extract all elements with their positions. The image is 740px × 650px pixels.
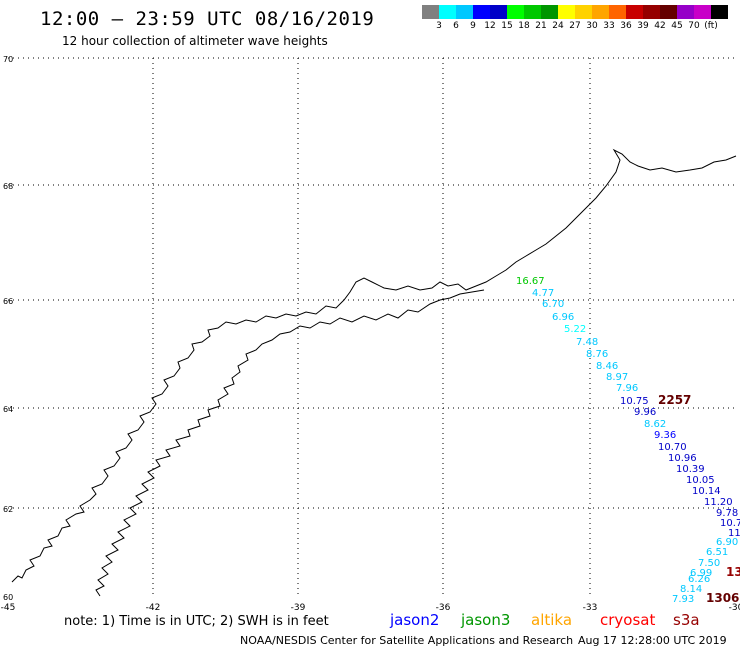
scale-label: 24 — [552, 21, 564, 31]
scale-swatch — [643, 5, 660, 19]
scale-label: 6 — [453, 21, 459, 31]
satellite-legend-jason2: jason2 — [390, 611, 440, 629]
wave-height-label: 6.90 — [716, 537, 738, 548]
wave-height-label: 6.70 — [542, 299, 564, 310]
scale-swatch — [558, 5, 575, 19]
wave-height-label: 6.96 — [552, 312, 574, 323]
scale-label: 9 — [470, 21, 476, 31]
wave-height-label: 9.36 — [654, 430, 676, 441]
wave-height-label: 16.67 — [516, 276, 545, 287]
latitude-tick-label: 70 — [3, 55, 13, 64]
scale-swatch — [592, 5, 609, 19]
wave-height-label: 10.96 — [668, 453, 697, 464]
wave-height-label: 7.48 — [576, 337, 598, 348]
scale-swatch — [626, 5, 643, 19]
wave-height-label: 7.50 — [698, 558, 720, 569]
wave-height-label: 10.75 — [620, 396, 649, 407]
latitude-tick-label: 64 — [3, 405, 13, 414]
wave-height-color-scale — [422, 5, 728, 19]
scale-swatch — [677, 5, 694, 19]
wave-height-label: 2257 — [658, 393, 691, 407]
scale-swatch — [422, 5, 439, 19]
wave-height-label: 8.62 — [644, 419, 666, 430]
scale-label: 3 — [436, 21, 442, 31]
scale-label: 12 — [484, 21, 496, 31]
scale-label: 30 — [586, 21, 598, 31]
lat-lon-grid — [8, 57, 736, 598]
scale-swatch — [694, 5, 711, 19]
longitude-tick-label: -42 — [146, 603, 161, 613]
wave-height-label: 7.96 — [616, 383, 638, 394]
scale-swatch — [575, 5, 592, 19]
scale-label: 15 — [501, 21, 513, 31]
wave-height-label: 5.22 — [564, 324, 586, 335]
satellite-legend-altika: altika — [531, 611, 573, 629]
wave-height-label: 9.78 — [716, 508, 738, 519]
note-text: note: 1) Time is in UTC; 2) SWH is in fe… — [64, 614, 329, 629]
greenland-coastline — [11, 148, 737, 583]
wave-height-label: 10.7 — [720, 518, 740, 529]
latitude-tick-label: 66 — [3, 297, 13, 306]
wave-height-label: 10.70 — [658, 442, 687, 453]
wave-height-label: 8.76 — [586, 349, 608, 360]
scale-swatch — [711, 5, 728, 19]
scale-swatch — [660, 5, 677, 19]
wave-height-label: 7.93 — [672, 594, 694, 605]
longitude-tick-label: -36 — [436, 603, 451, 613]
coastline-fjord-detail — [95, 289, 485, 597]
axis-ticks: -45 -42 -39 -36 -33 -30 70 68 66 64 62 60 — [1, 55, 740, 613]
scale-swatch — [439, 5, 456, 19]
scale-label: 70 — [688, 21, 700, 31]
wave-height-label: 13 — [726, 565, 740, 579]
scale-label: 21 — [535, 21, 547, 31]
wave-height-labels: 16.674.776.706.965.227.488.768.468.977.9… — [516, 276, 740, 605]
footer-credit: NOAA/NESDIS Center for Satellite Applica… — [240, 634, 574, 647]
wave-height-label: 10.14 — [692, 486, 721, 497]
latitude-tick-label: 68 — [3, 182, 13, 191]
wave-height-label: 8.46 — [596, 361, 618, 372]
latitude-tick-label: 62 — [3, 505, 13, 514]
scale-label: (ft) — [704, 21, 718, 31]
scale-label: 42 — [654, 21, 666, 31]
scale-swatch — [541, 5, 558, 19]
wave-height-label: 6.99 — [690, 568, 712, 579]
wave-height-label: 10.05 — [686, 475, 715, 486]
scale-swatch — [524, 5, 541, 19]
scale-swatch — [456, 5, 473, 19]
satellite-legend-cryosat: cryosat — [600, 611, 656, 629]
scale-label: 36 — [620, 21, 632, 31]
satellite-legend-jason3: jason3 — [461, 611, 511, 629]
scale-label: 39 — [637, 21, 649, 31]
wave-height-label: 8.14 — [680, 584, 702, 595]
scale-label: 27 — [569, 21, 581, 31]
scale-swatch — [609, 5, 626, 19]
footer-timestamp: Aug 17 12:28:00 UTC 2019 — [578, 634, 727, 647]
wave-height-label: 11.20 — [704, 497, 733, 508]
longitude-tick-label: -33 — [583, 603, 598, 613]
wave-height-label: 10.39 — [676, 464, 705, 475]
wave-height-label: 11 — [728, 528, 740, 539]
wave-height-label: 6.26 — [688, 574, 710, 585]
wave-height-label: 1306 — [706, 591, 739, 605]
page-title: 12:00 – 23:59 UTC 08/16/2019 — [40, 8, 375, 30]
wave-height-label: 9.96 — [634, 407, 656, 418]
page-subtitle: 12 hour collection of altimeter wave hei… — [62, 34, 328, 48]
wave-height-label: 4.77 — [532, 288, 554, 299]
scale-label: 18 — [518, 21, 530, 31]
scale-swatch — [473, 5, 490, 19]
scale-swatch — [490, 5, 507, 19]
scale-label: 33 — [603, 21, 615, 31]
longitude-tick-label: -30 — [729, 603, 740, 613]
latitude-tick-label: 60 — [3, 593, 13, 602]
wave-height-label: 8.97 — [606, 372, 628, 383]
scale-label: 45 — [671, 21, 683, 31]
longitude-tick-label: -39 — [291, 603, 306, 613]
wave-height-label: 6.51 — [706, 547, 728, 558]
satellite-legend-s3a: s3a — [673, 611, 700, 629]
scale-swatch — [507, 5, 524, 19]
longitude-tick-label: -45 — [1, 603, 16, 613]
